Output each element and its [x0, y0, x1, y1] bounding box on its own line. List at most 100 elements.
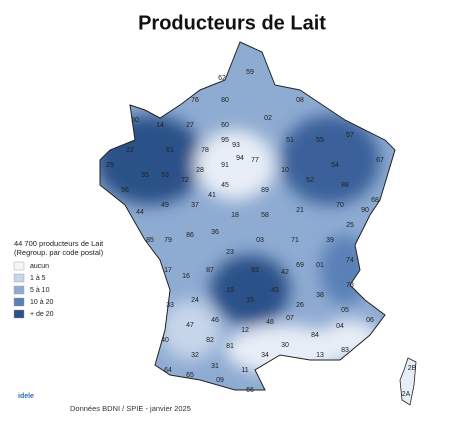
department-label: 77 [251, 157, 259, 164]
department-label: 58 [261, 212, 269, 219]
department-label: 67 [376, 157, 384, 164]
department-label: 31 [211, 363, 219, 370]
department-label: 17 [164, 267, 172, 274]
legend-box [8, 236, 116, 324]
department-label: 39 [326, 237, 334, 244]
department-label: 80 [221, 97, 229, 104]
department-label: 81 [226, 343, 234, 350]
department-label: 78 [201, 147, 209, 154]
department-label: 89 [261, 187, 269, 194]
legend-label: 1 à 5 [30, 275, 46, 282]
department-label: 35 [141, 172, 149, 179]
department-label: 28 [196, 167, 204, 174]
department-label: 05 [341, 307, 349, 314]
department-label: 25 [346, 222, 354, 229]
department-label: 86 [186, 232, 194, 239]
department-label: 51 [286, 137, 294, 144]
department-label: 45 [221, 182, 229, 189]
department-label: 70 [336, 202, 344, 209]
department-label: 52 [306, 177, 314, 184]
department-label: 26 [296, 302, 304, 309]
department-label: 95 [221, 137, 229, 144]
department-label: 88 [341, 182, 349, 189]
department-label: 79 [164, 237, 172, 244]
department-label: 21 [296, 207, 304, 214]
department-label: 01 [316, 262, 324, 269]
department-label: 84 [311, 332, 319, 339]
department-label: 23 [226, 249, 234, 256]
department-label: 54 [331, 162, 339, 169]
department-label: 04 [336, 323, 344, 330]
department-label: 38 [316, 292, 324, 299]
department-label: 55 [316, 137, 324, 144]
department-label: 63 [251, 267, 259, 274]
department-label: 62 [218, 75, 226, 82]
legend-label: 10 à 20 [30, 299, 53, 306]
department-label: 03 [256, 237, 264, 244]
legend-title: 44 700 producteurs de Lait [14, 239, 104, 248]
department-label: 34 [261, 352, 269, 359]
legend-swatch [13, 273, 25, 283]
legend-label: aucun [30, 263, 49, 270]
department-label: 42 [281, 269, 289, 276]
department-label: 12 [241, 327, 249, 334]
legend-subtitle: (Regroup. par code postal) [14, 248, 104, 257]
department-label: 06 [366, 317, 374, 324]
department-label: 29 [106, 162, 114, 169]
department-label: 46 [211, 317, 219, 324]
department-label: 69 [296, 262, 304, 269]
department-label: 59 [246, 69, 254, 76]
department-label: 13 [316, 352, 324, 359]
department-label: 50 [131, 117, 139, 124]
department-label: 07 [286, 315, 294, 322]
title: Producteurs de Lait [138, 12, 326, 34]
department-label: 33 [166, 302, 174, 309]
department-label: 41 [208, 192, 216, 199]
department-label: 2B [408, 365, 417, 372]
logo: idele [18, 393, 34, 400]
legend-swatch [13, 297, 25, 307]
department-label: 37 [191, 202, 199, 209]
department-label: 36 [211, 229, 219, 236]
legend-label: 5 à 10 [30, 287, 50, 294]
department-label: 73 [346, 282, 354, 289]
department-label: 11 [241, 367, 248, 374]
department-labels: 62 59 80 02 08 76 60 95 78 93 94 51 55 57 67 54 88 68 27 14… [106, 69, 417, 398]
department-label: 71 [291, 237, 299, 244]
france-map [100, 42, 395, 390]
department-label: 47 [186, 322, 194, 329]
department-label: 56 [121, 187, 129, 194]
department-label: 27 [186, 122, 194, 129]
department-label: 76 [191, 97, 199, 104]
department-label: 22 [126, 147, 134, 154]
department-label: 43 [271, 287, 279, 294]
department-label: 93 [232, 142, 240, 149]
legend-label: + de 20 [30, 311, 54, 318]
department-label: 61 [166, 147, 174, 154]
department-label: 19 [226, 287, 234, 294]
department-label: 48 [266, 319, 274, 326]
department-label: 83 [341, 347, 349, 354]
department-label: 72 [181, 177, 189, 184]
department-label: 2A [402, 391, 411, 398]
department-label: 94 [236, 155, 244, 162]
department-label: 24 [191, 297, 199, 304]
department-label: 82 [206, 337, 214, 344]
corsica [399, 357, 417, 406]
legend: 44 700 producteurs de Lait (Regroup. par… [8, 236, 116, 324]
legend-swatch [13, 261, 25, 271]
department-label: 91 [221, 162, 229, 169]
department-label: 85 [146, 237, 154, 244]
legend-swatch [13, 285, 25, 295]
department-label: 66 [246, 387, 254, 394]
department-label: 64 [164, 367, 172, 374]
department-label: 08 [296, 97, 304, 104]
department-label: 44 [136, 209, 144, 216]
department-label: 74 [346, 257, 354, 264]
department-label: 40 [161, 337, 169, 344]
department-label: 57 [346, 132, 354, 139]
department-label: 53 [161, 172, 169, 179]
department-label: 49 [161, 202, 169, 209]
department-label: 30 [281, 342, 289, 349]
department-label: 65 [186, 372, 194, 379]
